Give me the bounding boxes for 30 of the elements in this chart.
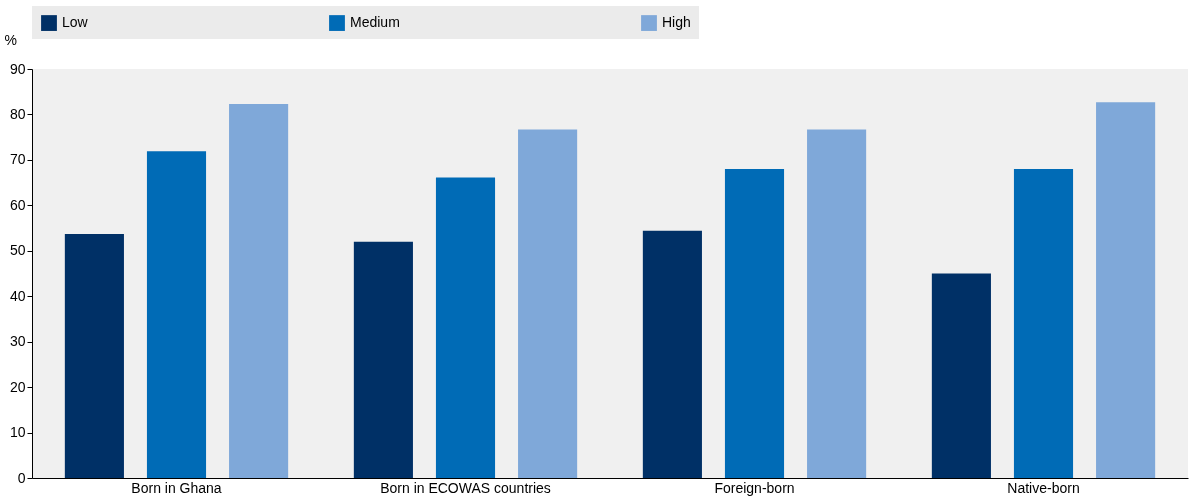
x-tick-label: Born in Ghana bbox=[131, 479, 222, 496]
bar bbox=[1013, 168, 1074, 478]
bar bbox=[642, 230, 702, 478]
x-tick-label: Native-born bbox=[1007, 479, 1080, 496]
y-tick-label: 90 bbox=[9, 60, 26, 77]
y-tick-label: 60 bbox=[9, 196, 26, 213]
y-axis-title: % bbox=[4, 31, 17, 48]
bar bbox=[724, 168, 785, 478]
y-tick-label: 40 bbox=[9, 287, 26, 304]
legend-label: High bbox=[662, 14, 691, 31]
bar bbox=[353, 241, 413, 478]
y-tick-label: 30 bbox=[9, 333, 26, 350]
bar bbox=[1096, 102, 1156, 478]
x-tick-label: Born in ECOWAS countries bbox=[380, 479, 551, 496]
bar bbox=[807, 129, 867, 478]
legend-label: Low bbox=[62, 14, 89, 31]
y-tick-label: 0 bbox=[17, 469, 26, 486]
x-tick-label: Foreign-born bbox=[714, 479, 795, 496]
y-tick-label: 10 bbox=[9, 424, 26, 441]
bar bbox=[931, 273, 991, 478]
y-tick-label: 80 bbox=[9, 105, 26, 122]
legend-label: Medium bbox=[350, 14, 400, 31]
bar bbox=[435, 177, 496, 478]
y-tick-label: 70 bbox=[9, 151, 26, 168]
bar bbox=[146, 151, 207, 478]
y-tick-label: 50 bbox=[9, 242, 26, 259]
bar bbox=[64, 233, 124, 478]
bar bbox=[518, 129, 578, 478]
y-tick-label: 20 bbox=[9, 378, 26, 395]
bar bbox=[229, 103, 289, 478]
